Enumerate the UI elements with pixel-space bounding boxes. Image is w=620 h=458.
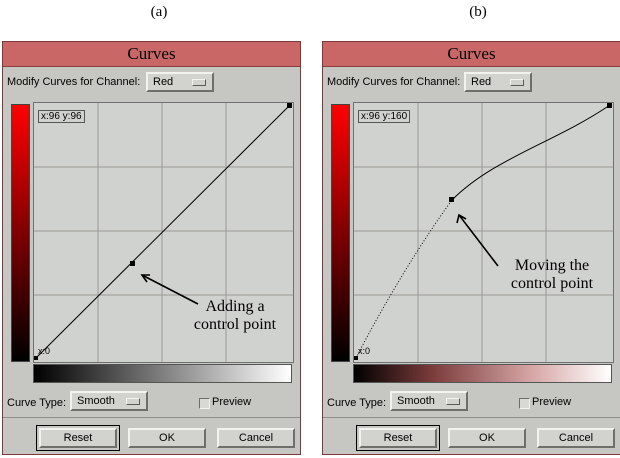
annotation-text: Adding a control point (193, 298, 277, 333)
option-menu-indicator-icon (510, 79, 524, 86)
control-point-end[interactable] (607, 103, 612, 108)
figure-caption-b: (b) (469, 4, 487, 20)
curve-graph[interactable]: x:96 y:160 x:0 (353, 102, 614, 363)
annotation-adding: Adding a control point (185, 298, 285, 334)
coord-readout: x:96 y:96 (38, 110, 85, 123)
curve-type-value: Smooth (397, 395, 435, 407)
channel-menu-value: Red (471, 76, 492, 88)
reset-button[interactable]: Reset (36, 425, 120, 451)
control-point-start[interactable] (34, 356, 38, 360)
x-origin-label: x:0 (38, 346, 51, 356)
annotation-text: Moving the control point (510, 257, 594, 292)
x-origin-label: x:0 (358, 346, 371, 356)
preview-checkbox[interactable] (519, 398, 530, 409)
option-menu-indicator-icon (192, 79, 206, 86)
cancel-button[interactable]: Cancel (217, 428, 295, 448)
control-point-new[interactable] (130, 261, 135, 266)
channel-label: Modify Curves for Channel: (7, 76, 141, 88)
curve-canvas[interactable] (354, 103, 613, 362)
dialog-title: Curves (323, 42, 620, 67)
curve-graph[interactable]: x:96 y:96 x:0 (33, 102, 294, 363)
curve-type-menu-button[interactable]: Smooth (70, 391, 148, 411)
button-bar: Reset OK Cancel (3, 417, 300, 455)
control-point-end[interactable] (287, 103, 292, 108)
curves-dialog-a: Curves Modify Curves for Channel: Red x:… (2, 41, 301, 455)
grid (354, 103, 613, 362)
control-point-moved[interactable] (449, 197, 454, 202)
curve-line-dotted[interactable] (355, 199, 453, 359)
cancel-button[interactable]: Cancel (537, 428, 615, 448)
curve-type-label: Curve Type: (7, 397, 67, 409)
option-menu-indicator-icon (446, 398, 460, 405)
annotation-moving: Moving the control point (497, 257, 607, 293)
channel-gradient-horizontal (353, 364, 612, 383)
channel-menu-button[interactable]: Red (146, 72, 214, 92)
coord-readout: x:96 y:160 (358, 110, 411, 123)
control-point-start[interactable] (354, 356, 358, 360)
curve-type-label: Curve Type: (327, 397, 387, 409)
curve-line[interactable] (451, 104, 611, 201)
curves-dialog-b: Curves Modify Curves for Channel: Red x:… (322, 41, 620, 455)
button-bar: Reset OK Cancel (323, 417, 620, 455)
channel-menu-button[interactable]: Red (464, 72, 532, 92)
channel-menu-value: Red (153, 76, 174, 88)
curve-type-value: Smooth (77, 395, 115, 407)
dialog-title: Curves (3, 42, 300, 67)
channel-gradient-horizontal (33, 364, 292, 383)
preview-checkbox[interactable] (199, 398, 210, 409)
ok-button[interactable]: OK (448, 428, 526, 448)
preview-label: Preview (532, 396, 572, 408)
curve-line[interactable] (35, 104, 291, 359)
ok-button[interactable]: OK (128, 428, 206, 448)
curve-type-menu-button[interactable]: Smooth (390, 391, 468, 411)
channel-gradient-vertical (11, 104, 30, 362)
reset-button[interactable]: Reset (356, 425, 440, 451)
preview-label: Preview (212, 396, 252, 408)
figure-caption-a: (a) (150, 4, 168, 20)
option-menu-indicator-icon (126, 398, 140, 405)
channel-label: Modify Curves for Channel: (327, 76, 461, 88)
channel-gradient-vertical (331, 104, 350, 362)
